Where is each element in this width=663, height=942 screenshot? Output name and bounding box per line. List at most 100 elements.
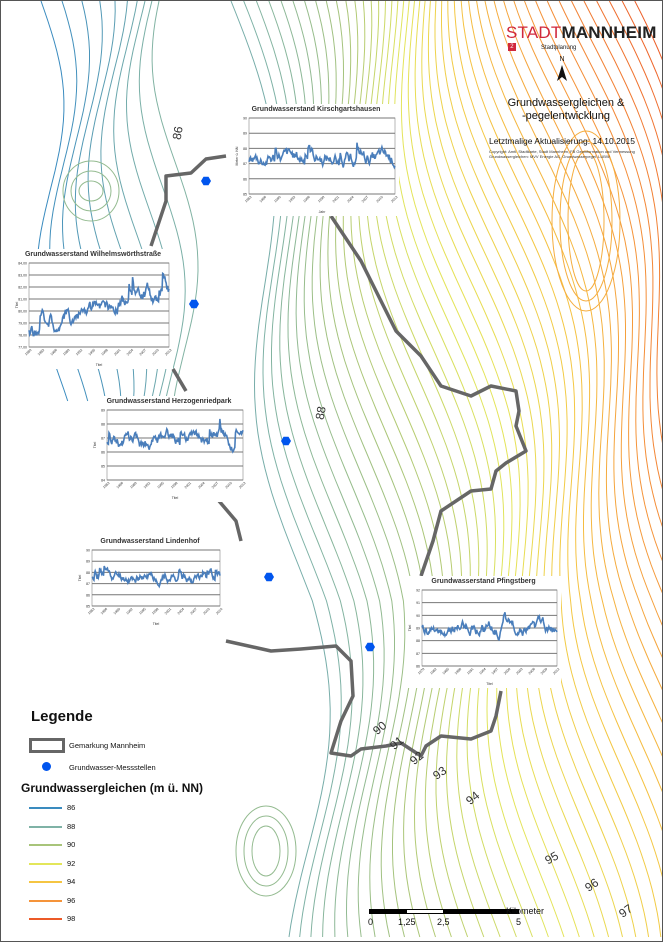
x-tick-label: 1983 [37, 348, 45, 356]
x-tick-label: 1983 [244, 195, 252, 203]
x-tick-label: 2001 [164, 607, 172, 615]
groundwater-level-series [106, 418, 244, 454]
x-tick-label: 1990 [273, 195, 281, 203]
y-tick-label: 84 [101, 479, 105, 483]
x-tick-label: 1992 [75, 348, 83, 356]
hydrograph-chart: Grundwasserstand Herzogenriedpark 84 85 86 8… [91, 396, 247, 502]
y-axis-label: Titel [78, 575, 82, 582]
y-tick-label: 83,00 [18, 274, 27, 278]
contour-line [441, 1, 650, 938]
x-tick-label: 2004 [346, 195, 354, 203]
y-tick-label: 89 [86, 560, 90, 564]
x-tick-label: 1999 [317, 195, 325, 203]
x-tick-label: 1998 [100, 348, 108, 356]
x-tick-label: 1997 [491, 667, 499, 675]
contour-line [447, 1, 662, 938]
x-tick-label: 2001 [184, 481, 192, 489]
contour-legend-swatch [29, 862, 62, 865]
x-tick-label: 2004 [126, 348, 134, 356]
x-tick-label: 1991 [466, 667, 474, 675]
x-tick-label: 1986 [50, 348, 58, 356]
y-tick-label: 85 [243, 193, 247, 197]
x-tick-label: 1995 [138, 607, 146, 615]
contour-line [571, 1, 662, 444]
y-tick-label: 87 [416, 652, 420, 656]
x-tick-label: 2010 [151, 348, 159, 356]
x-tick-label: 1992 [126, 607, 134, 615]
brand-logo: STADTMANNHEIM2 [506, 23, 657, 51]
x-tick-label: 1995 [88, 348, 96, 356]
chart-title: Grundwasserstand Wilhelmswörthstraße [24, 251, 162, 258]
contour-line [503, 1, 662, 658]
contour-legend-label: 86 [67, 803, 76, 812]
groundwater-level-series [248, 142, 396, 170]
contour-legend-label: 92 [67, 858, 76, 868]
y-tick-label: 80,00 [18, 310, 27, 314]
groundwater-well-icon[interactable] [281, 436, 291, 446]
contour-loop [78, 180, 104, 202]
groundwater-well-icon[interactable] [189, 299, 199, 309]
x-tick-label: 1996 [303, 195, 311, 203]
y-tick-label: 89 [243, 132, 247, 136]
y-tick-label: 89 [416, 627, 420, 631]
contour-legend-swatch [29, 807, 62, 809]
scale-tick: 2,5 [437, 917, 450, 927]
contour-loop [567, 150, 605, 292]
x-tick-label: 2013 [238, 481, 246, 489]
y-tick-label: 86 [101, 451, 105, 455]
contour-legend-label: 98 [67, 914, 76, 923]
x-tick-label: 2012 [552, 667, 560, 675]
x-tick-label: 1979 [417, 667, 425, 675]
groundwater-well-icon[interactable] [264, 572, 274, 582]
y-tick-label: 89 [101, 409, 105, 413]
x-axis-label: Titel [172, 496, 179, 500]
contour-line [421, 1, 610, 938]
x-tick-label: 1989 [113, 607, 121, 615]
contour-loop [559, 140, 613, 302]
x-tick-label: 1982 [429, 667, 437, 675]
groundwater-level-series [421, 612, 558, 642]
x-tick-label: 1989 [62, 348, 70, 356]
y-tick-label: 86 [416, 665, 420, 669]
x-tick-label: 2010 [202, 607, 210, 615]
y-axis-label: Titel [15, 302, 19, 309]
y-tick-label: 90 [243, 117, 247, 121]
contours-legend-title: Grundwassergleichen (m ü. NN) [21, 781, 204, 795]
x-axis-label: Titel [96, 363, 103, 367]
x-tick-label: 2014 [215, 607, 223, 615]
contour-line [400, 1, 565, 938]
y-tick-label: 87 [86, 582, 90, 586]
y-tick-label: 88 [86, 571, 90, 575]
plot-frame [106, 409, 244, 481]
scale-unit: Kilometer [506, 906, 545, 916]
contour-line [427, 1, 623, 938]
legend-title: Legende [31, 708, 93, 725]
hydrograph-chart: Grundwasserstand Wilhelmswörthstraße 77,0… [13, 249, 173, 369]
y-tick-label: 87 [243, 162, 247, 166]
x-axis-label: Jahr [319, 210, 327, 214]
contour-line [414, 1, 595, 938]
y-tick-label: 87 [101, 437, 105, 441]
scale-tick: 0 [368, 917, 374, 927]
contour-legend-label: 88 [67, 821, 76, 831]
x-tick-label: 2003 [515, 667, 523, 675]
y-tick-label: 81,00 [18, 298, 27, 302]
x-axis-label: Titel [153, 622, 160, 626]
y-axis-label: Titel [93, 442, 97, 449]
contour-line [484, 1, 662, 723]
contour-line [476, 1, 662, 757]
x-tick-label: 2007 [190, 607, 198, 615]
x-tick-label: 2007 [139, 348, 147, 356]
x-tick-label: 1983 [102, 481, 110, 489]
x-tick-label: 2007 [211, 481, 219, 489]
contour-loop [235, 805, 297, 897]
scale-bar [369, 909, 519, 914]
groundwater-well-icon[interactable] [201, 176, 211, 186]
scale-tick: 1,25 [398, 917, 416, 927]
groundwater-level-series [28, 271, 170, 338]
groundwater-well-icon[interactable] [365, 642, 375, 652]
municipal-boundary [149, 154, 528, 758]
y-tick-label: 91 [416, 601, 420, 605]
groundwater-wells [189, 176, 375, 652]
